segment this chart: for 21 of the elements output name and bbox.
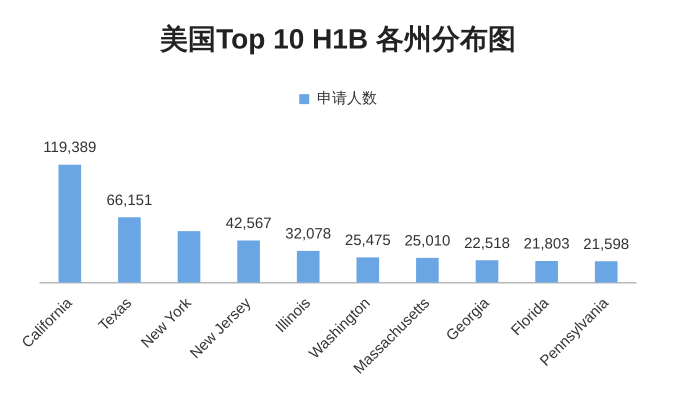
data-label: 25,475 bbox=[344, 232, 391, 250]
data-label: 66,151 bbox=[106, 192, 152, 209]
bar bbox=[594, 261, 618, 283]
data-label: 25,010 bbox=[404, 232, 450, 250]
bar bbox=[296, 250, 320, 283]
bar bbox=[535, 260, 558, 283]
data-label: 42,567 bbox=[226, 215, 272, 232]
data-label: 21,598 bbox=[583, 236, 630, 253]
bar bbox=[237, 240, 260, 283]
legend-label: 申请人数 bbox=[316, 90, 377, 108]
bar bbox=[476, 260, 498, 283]
bar bbox=[356, 257, 380, 283]
bar bbox=[118, 217, 141, 283]
bar bbox=[58, 164, 82, 283]
data-label: 21,803 bbox=[524, 236, 570, 253]
bar bbox=[178, 231, 200, 283]
data-label: 119,389 bbox=[43, 139, 96, 156]
bar bbox=[416, 258, 439, 283]
data-label: 32,078 bbox=[285, 225, 332, 242]
data-label: 22,518 bbox=[464, 234, 510, 252]
chart-title: 美国Top 10 H1B 各州分布图 bbox=[159, 24, 516, 55]
